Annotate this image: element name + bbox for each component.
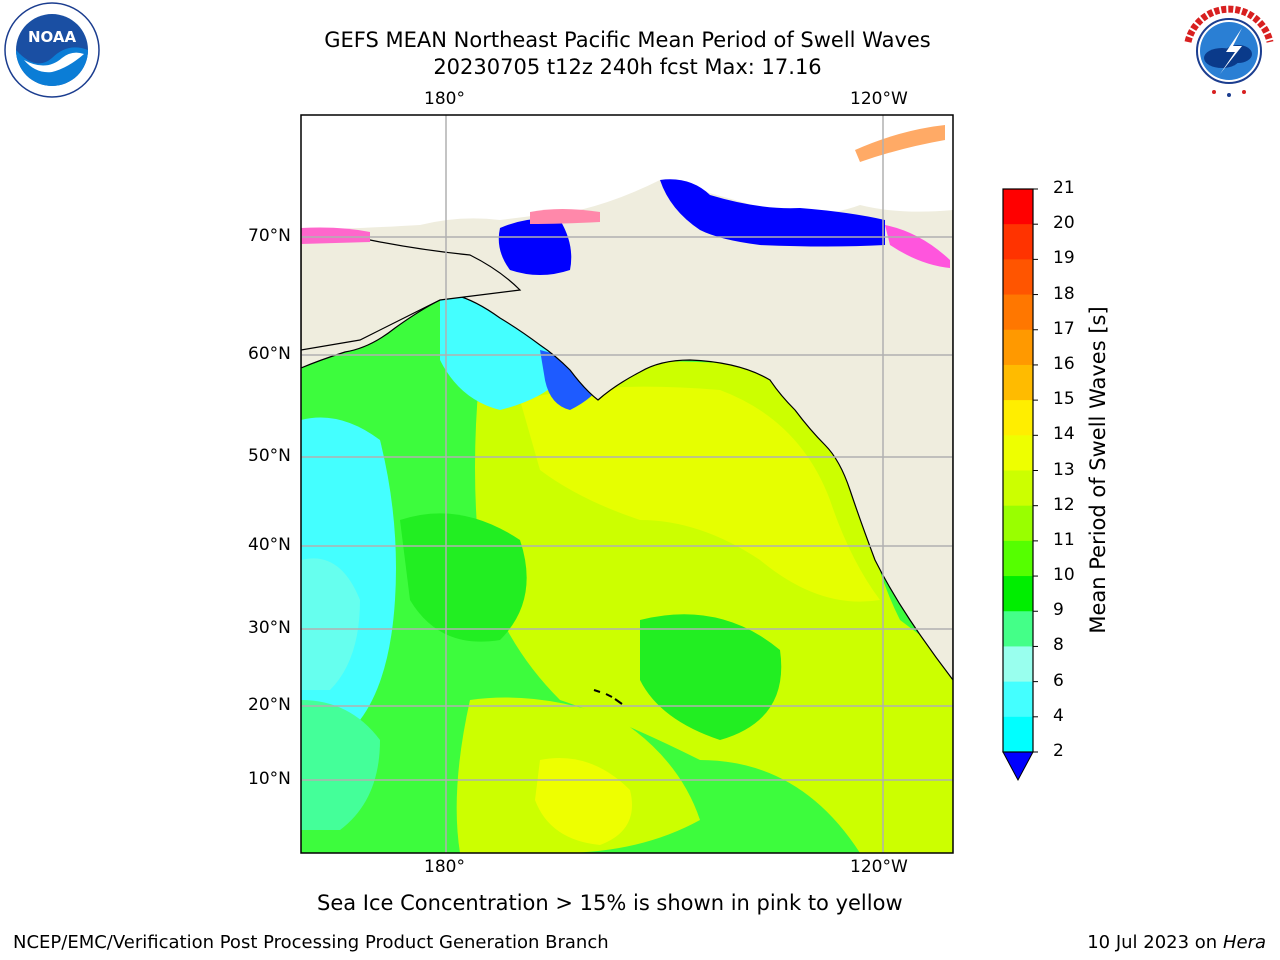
lon-label-bottom-120w: 120°W <box>850 857 908 877</box>
lat-label-40n: 40°N <box>248 535 291 555</box>
colorbar-segment <box>1003 364 1033 401</box>
colorbar-tick-label: 18 <box>1053 283 1075 304</box>
colorbar-tick-label: 21 <box>1053 178 1075 198</box>
colorbar-tick-label: 4 <box>1053 705 1064 726</box>
footer-date: 10 Jul 2023 on Hera <box>1087 932 1266 953</box>
lat-label-10n: 10°N <box>248 769 291 789</box>
wave-field-9 <box>301 558 360 690</box>
wave-field-10 <box>301 700 380 830</box>
colorbar-tick-label: 6 <box>1053 670 1064 691</box>
map-area <box>301 115 953 853</box>
colorbar-segment <box>1003 259 1033 296</box>
colorbar-segment <box>1003 646 1033 683</box>
noaa-logo: NOAA <box>4 2 100 98</box>
colorbar-segment <box>1003 505 1033 542</box>
colorbar-segment <box>1003 681 1033 718</box>
lat-label-20n: 20°N <box>248 695 291 715</box>
wave-field-14 <box>520 386 880 602</box>
plot-title: GEFS MEAN Northeast Pacific Mean Period … <box>324 28 931 52</box>
colorbar-segment <box>1003 611 1033 647</box>
colorbar-title: Mean Period of Swell Waves [s] <box>1086 306 1110 634</box>
nws-logo <box>1182 4 1276 98</box>
colorbar-tick-label: 11 <box>1053 529 1075 550</box>
sea-ice-edge-east <box>885 225 950 268</box>
colorbar-tick-label: 13 <box>1053 459 1075 480</box>
sea-ice-note: Sea Ice Concentration > 15% is shown in … <box>317 891 903 915</box>
map-frame <box>300 114 954 854</box>
wave-field-11b <box>640 614 782 740</box>
sea-ice-edge-pink <box>530 209 600 224</box>
colorbar <box>1002 188 1038 782</box>
lat-label-60n: 60°N <box>248 344 291 364</box>
footer-credit: NCEP/EMC/Verification Post Processing Pr… <box>13 932 609 953</box>
colorbar-tick-label: 19 <box>1053 248 1075 269</box>
colorbar-tick-label: 12 <box>1053 494 1075 515</box>
colorbar-segment <box>1003 576 1033 612</box>
colorbar-tick-label: 2 <box>1053 741 1064 761</box>
siberia-land <box>301 239 522 351</box>
sea-ice-chukchi <box>498 218 572 275</box>
lat-label-30n: 30°N <box>248 618 291 638</box>
colorbar-segment <box>1003 294 1033 331</box>
colorbar-segment <box>1003 400 1033 436</box>
colorbar-segment <box>1003 716 1033 753</box>
lon-label-top-180: 180° <box>424 89 465 109</box>
colorbar-extend-arrow <box>1002 751 1034 782</box>
colorbar-segment <box>1003 470 1033 507</box>
colorbar-segment <box>1003 329 1033 366</box>
arctic-ocean <box>301 115 953 230</box>
colorbar-tick-label: 14 <box>1053 424 1075 445</box>
footer-host: Hera <box>1222 932 1266 953</box>
colorbar-tick-label: 16 <box>1053 353 1075 374</box>
colorbar-tick-label: 15 <box>1053 389 1075 410</box>
colorbar-segment <box>1003 189 1033 225</box>
colorbar-tick-label: 8 <box>1053 635 1064 656</box>
sea-ice-edge-orange <box>855 125 945 162</box>
lon-label-bottom-180: 180° <box>424 857 465 877</box>
colorbar-segment <box>1003 540 1033 577</box>
colorbar-tick-label: 10 <box>1053 565 1075 586</box>
lon-label-top-120w: 120°W <box>850 89 908 109</box>
plot-subtitle: 20230705 t12z 240h fcst Max: 17.16 <box>433 55 822 79</box>
colorbar-tick-label: 20 <box>1053 213 1075 234</box>
hawaii-islands <box>593 689 623 705</box>
graticule <box>301 115 953 853</box>
sea-ice-beaufort <box>660 179 885 247</box>
footer-date-text: 10 Jul 2023 on <box>1087 932 1223 953</box>
colorbar-segment <box>1003 435 1033 471</box>
svg-text:NOAA: NOAA <box>28 28 77 46</box>
bering-field-4 <box>540 350 605 410</box>
lat-label-50n: 50°N <box>248 446 291 466</box>
colorbar-tick-label: 9 <box>1053 600 1064 621</box>
colorbar-tick-label: 17 <box>1053 318 1075 339</box>
sea-ice-edge-west <box>301 227 370 244</box>
colorbar-segment <box>1003 224 1033 260</box>
lat-label-70n: 70°N <box>248 226 291 246</box>
